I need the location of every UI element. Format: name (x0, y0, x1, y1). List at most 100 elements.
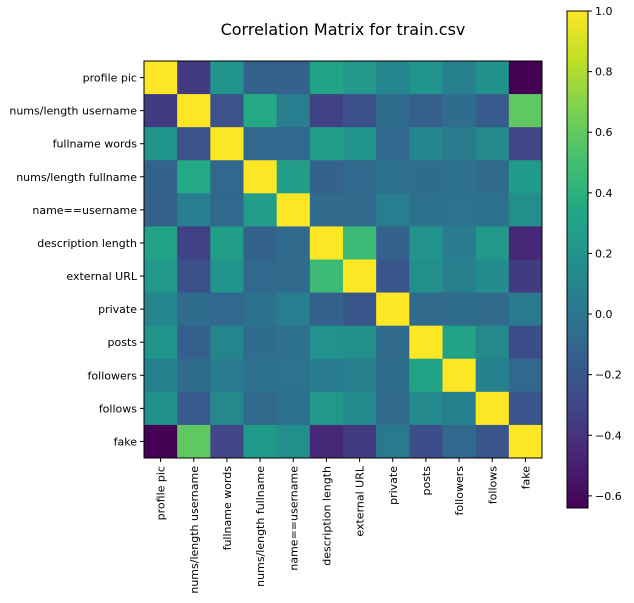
heatmap-cell (210, 127, 244, 161)
heatmap-cell (210, 292, 244, 327)
heatmap-cell (243, 94, 278, 128)
heatmap-cell (309, 61, 344, 95)
heatmap-cell (343, 325, 377, 360)
heatmap-cell (409, 127, 443, 161)
heatmap-cell (442, 358, 477, 393)
heatmap-cell (442, 259, 477, 293)
heatmap-cell (243, 292, 278, 327)
heatmap-cell (210, 94, 244, 128)
heatmap-cell (376, 424, 410, 459)
heatmap-cell (210, 61, 244, 95)
y-tick-label: external URL (66, 270, 137, 283)
x-tick-label: private (387, 466, 400, 505)
heatmap-cell (309, 226, 344, 260)
heatmap-cell (210, 193, 244, 227)
y-tick-label: nums/length fullname (16, 171, 137, 184)
heatmap-cell (442, 325, 477, 360)
heatmap-cell (508, 127, 543, 161)
heatmap-cell (144, 325, 178, 360)
heatmap-cell (508, 259, 543, 293)
colorbar-tick-label: 0.4 (595, 187, 613, 200)
heatmap-cell (276, 259, 311, 293)
heatmap-cell (475, 358, 510, 393)
heatmap-cell (276, 292, 311, 327)
heatmap-cell (243, 193, 278, 227)
heatmap-cell (409, 292, 443, 327)
heatmap-cell (144, 61, 178, 95)
chart-title: Correlation Matrix for train.csv (221, 20, 466, 39)
heatmap-cell (409, 94, 443, 128)
heatmap-cell (309, 160, 344, 194)
heatmap-cell (376, 325, 410, 360)
heatmap-cell (475, 259, 510, 293)
heatmap-cell (144, 160, 178, 194)
heatmap-cell (309, 325, 344, 360)
heatmap-cell (177, 424, 211, 459)
heatmap-cell (177, 193, 211, 227)
heatmap-cell (243, 127, 278, 161)
heatmap-cell (475, 127, 510, 161)
heatmap-cell (376, 259, 410, 293)
heatmap-cell (409, 193, 443, 227)
heatmap-cell (442, 94, 477, 128)
heatmap-cell (343, 160, 377, 194)
heatmap-cell (409, 424, 443, 459)
heatmap-cell (177, 61, 211, 95)
heatmap-cell (376, 94, 410, 128)
heatmap-cell (508, 292, 543, 327)
y-tick-label: posts (108, 336, 138, 349)
heatmap-cell (442, 61, 477, 95)
heatmap-cell (475, 292, 510, 327)
heatmap-cell (442, 391, 477, 426)
x-tick-label: external URL (354, 465, 367, 536)
x-tick-label: nums/length fullname (254, 466, 267, 587)
colorbar-tick-label: −0.4 (595, 429, 622, 442)
y-tick-label: nums/length username (9, 105, 137, 118)
x-tick-label: fullname words (221, 466, 234, 551)
heatmap-cell (243, 391, 278, 426)
heatmap-cell (508, 424, 543, 459)
heatmap-cell (309, 358, 344, 393)
colorbar-tick-label: 0.6 (595, 126, 613, 139)
x-tick-label: followers (453, 466, 466, 516)
heatmap-cell (243, 424, 278, 459)
heatmap-cell (276, 424, 311, 459)
colorbar-tick-label: 0.8 (595, 66, 613, 79)
heatmap-cell (475, 325, 510, 360)
heatmap-cell (177, 160, 211, 194)
x-tick-label: profile pic (155, 466, 168, 520)
heatmap-cell (243, 160, 278, 194)
heatmap-cell (276, 193, 311, 227)
y-tick-label: fake (114, 435, 138, 448)
heatmap-cell (442, 160, 477, 194)
colorbar-tick-label: −0.6 (595, 490, 622, 503)
heatmap-cell (376, 358, 410, 393)
heatmap-cell (343, 193, 377, 227)
x-tick-label: posts (420, 466, 433, 496)
y-tick-label: name==username (32, 204, 137, 217)
plot-frame (143, 60, 543, 459)
colorbar-tick-label: 0.0 (595, 308, 613, 321)
heatmap-cell (276, 127, 311, 161)
x-tick-label: description length (320, 466, 333, 566)
heatmap-cell (508, 61, 543, 95)
heatmap-cell (177, 226, 211, 260)
heatmap-cell (144, 127, 178, 161)
y-tick-label: private (98, 303, 137, 316)
heatmap-cell (343, 259, 377, 293)
heatmap-cell (475, 61, 510, 95)
heatmap-cell (210, 424, 244, 459)
heatmap-cell (243, 226, 278, 260)
heatmap-cell (475, 226, 510, 260)
y-tick-label: fullname words (53, 138, 138, 151)
heatmap-cell (243, 259, 278, 293)
heatmap-cell (475, 160, 510, 194)
heatmap-cell (409, 325, 443, 360)
x-axis-ticks: profile pic nums/length username fullname … (155, 458, 532, 594)
heatmap-cell (376, 391, 410, 426)
heatmap-cell (144, 391, 178, 426)
heatmap-cells (144, 61, 543, 459)
heatmap-cell (177, 325, 211, 360)
heatmap-cell (309, 94, 344, 128)
y-tick-label: description length (37, 237, 137, 250)
